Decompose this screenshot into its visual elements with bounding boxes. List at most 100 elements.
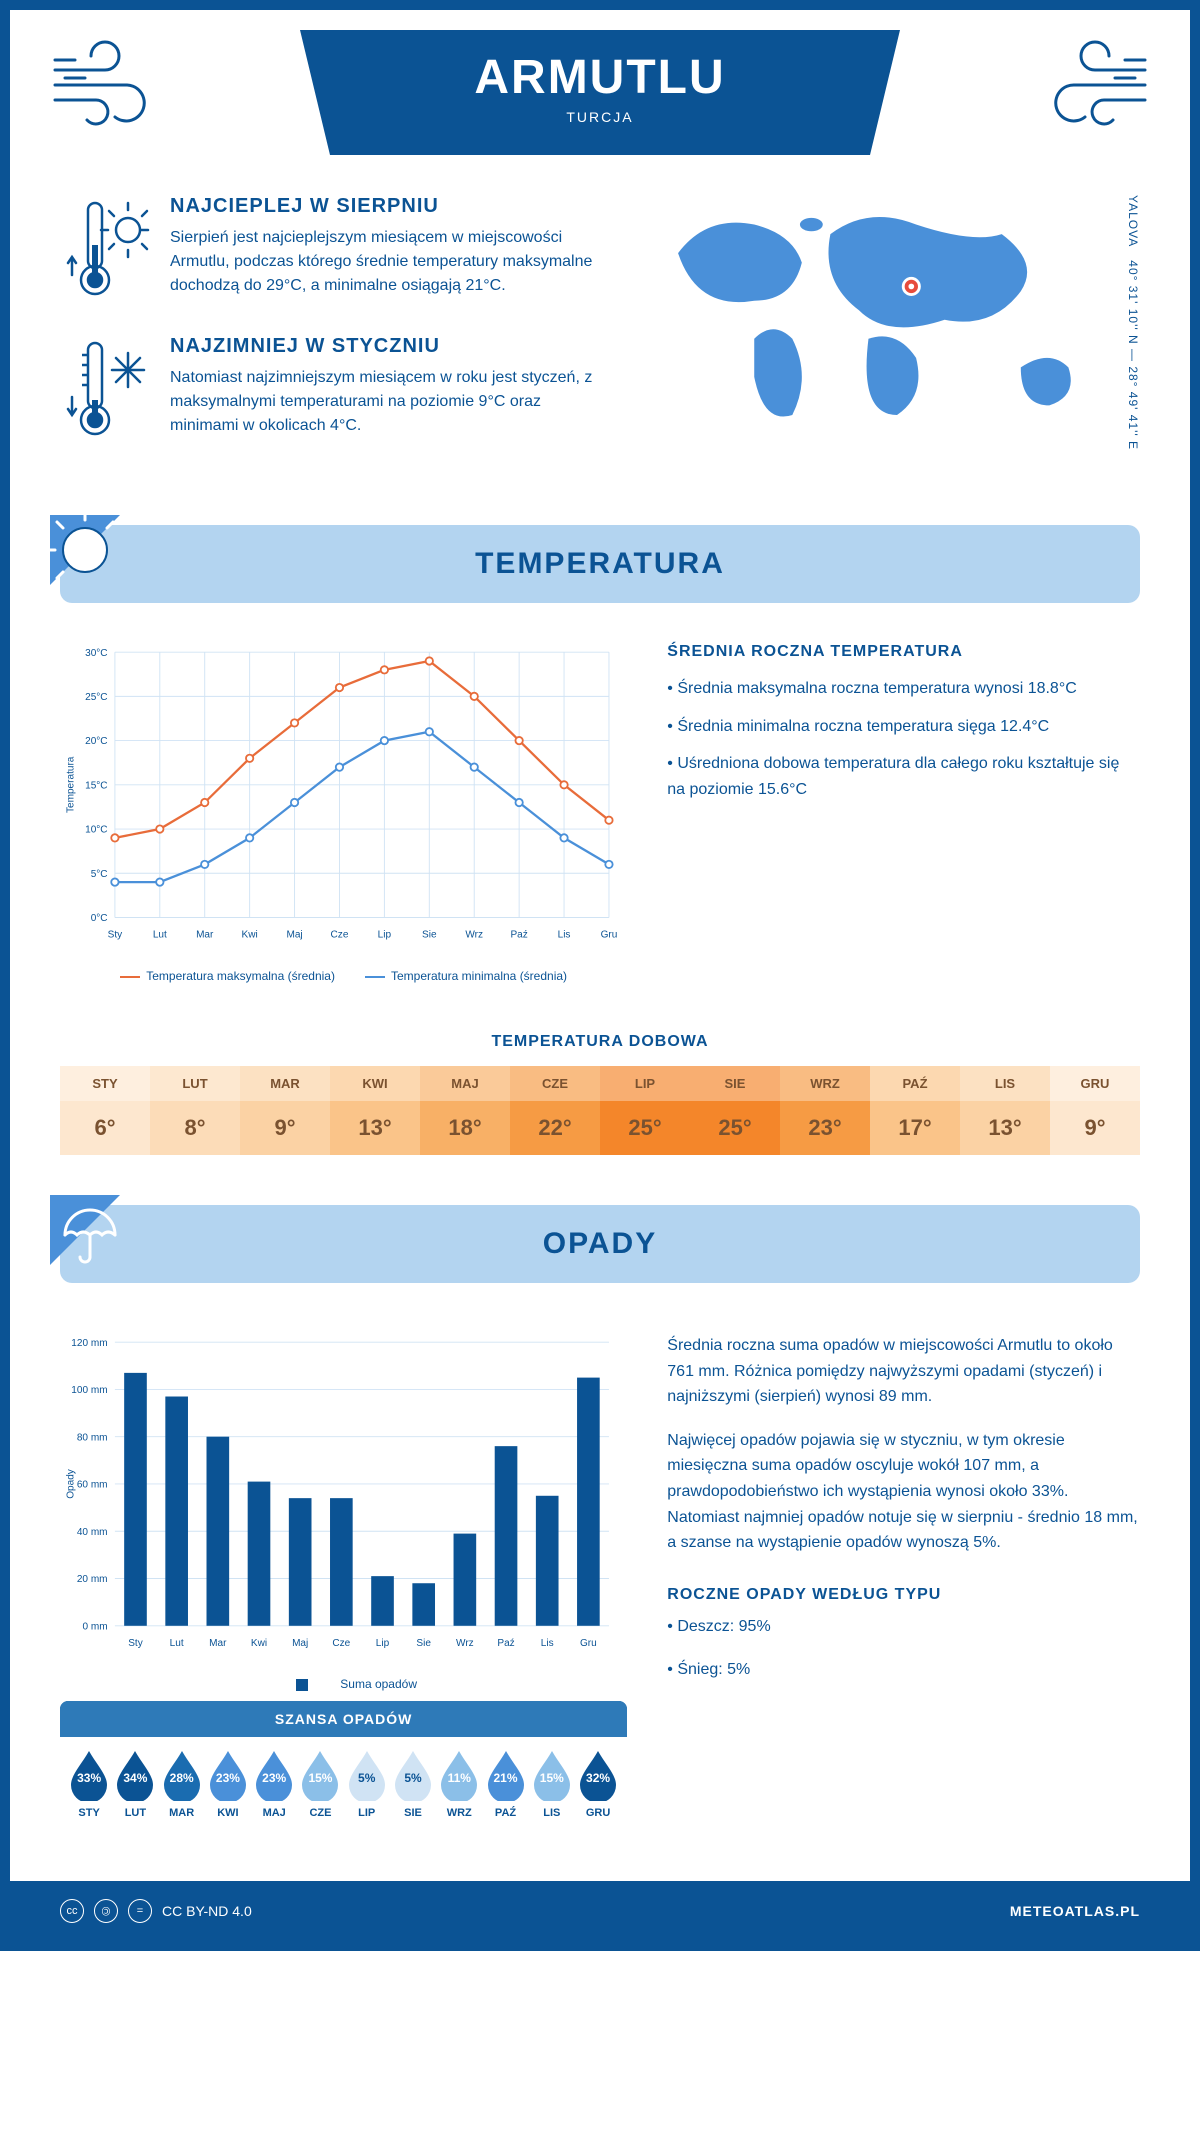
coordinates: YALOVA 40° 31' 10'' N — 28° 49' 41'' E — [1126, 195, 1140, 450]
daily-cell: LIS 13° — [960, 1066, 1050, 1155]
thermometer-hot-icon — [60, 195, 150, 305]
svg-text:Wrz: Wrz — [456, 1638, 474, 1649]
cc-icon: cc — [60, 1899, 84, 1923]
precip-by-type-2: • Śnieg: 5% — [667, 1657, 1140, 1683]
temperature-section-header: TEMPERATURA — [60, 525, 1140, 603]
chance-cell: 33% STY — [68, 1749, 110, 1819]
cold-title: NAJZIMNIEJ W STYCZNIU — [170, 335, 610, 358]
map-column: YALOVA 40° 31' 10'' N — 28° 49' 41'' E — [640, 195, 1140, 450]
svg-text:Lis: Lis — [558, 930, 571, 941]
precip-bar-chart: 0 mm20 mm40 mm60 mm80 mm100 mm120 mmOpad… — [60, 1333, 627, 1841]
temp-bullet-2: • Średnia minimalna roczna temperatura s… — [667, 714, 1140, 740]
daily-cell: PAŹ 17° — [870, 1066, 960, 1155]
chance-cell: 11% WRZ — [438, 1749, 480, 1819]
sun-icon — [50, 515, 150, 615]
footer-license: cc 🄯 = CC BY-ND 4.0 — [60, 1899, 252, 1923]
country-subtitle: TURCJA — [380, 109, 820, 125]
precip-text-1: Średnia roczna suma opadów w miejscowośc… — [667, 1333, 1140, 1410]
chance-cell: 28% MAR — [161, 1749, 203, 1819]
daily-cell: MAR 9° — [240, 1066, 330, 1155]
svg-text:Cze: Cze — [332, 1638, 350, 1649]
svg-text:Lip: Lip — [378, 930, 392, 941]
svg-text:Kwi: Kwi — [242, 930, 258, 941]
daily-cell: LIP 25° — [600, 1066, 690, 1155]
chance-cell: 5% SIE — [392, 1749, 434, 1819]
chance-box: SZANSA OPADÓW 33% STY 34% LUT 28% MAR 23… — [60, 1701, 627, 1831]
svg-text:0°C: 0°C — [91, 913, 108, 924]
hot-title: NAJCIEPLEJ W SIERPNIU — [170, 195, 610, 218]
precip-section-header: OPADY — [60, 1205, 1140, 1283]
svg-text:80 mm: 80 mm — [77, 1432, 108, 1443]
svg-text:0 mm: 0 mm — [82, 1622, 107, 1633]
precip-text-2: Najwięcej opadów pojawia się w styczniu,… — [667, 1428, 1140, 1556]
daily-cell: STY 6° — [60, 1066, 150, 1155]
world-map — [640, 196, 1116, 444]
precip-by-type-1: • Deszcz: 95% — [667, 1614, 1140, 1640]
svg-text:Lut: Lut — [170, 1638, 184, 1649]
svg-text:Cze: Cze — [331, 930, 349, 941]
chance-title: SZANSA OPADÓW — [60, 1701, 627, 1737]
intro-text-column: NAJCIEPLEJ W SIERPNIU Sierpień jest najc… — [60, 195, 610, 475]
chance-cell: 15% CZE — [299, 1749, 341, 1819]
cold-block: NAJZIMNIEJ W STYCZNIU Natomiast najzimni… — [60, 335, 610, 445]
svg-text:20 mm: 20 mm — [77, 1574, 108, 1585]
chance-cell: 5% LIP — [346, 1749, 388, 1819]
daily-temp-row: STY 6° LUT 8° MAR 9° KWI 13° MAJ 18° CZE… — [60, 1066, 1140, 1155]
precip-info: Średnia roczna suma opadów w miejscowośc… — [667, 1333, 1140, 1841]
svg-text:Mar: Mar — [196, 930, 214, 941]
svg-text:Kwi: Kwi — [251, 1638, 267, 1649]
hot-block: NAJCIEPLEJ W SIERPNIU Sierpień jest najc… — [60, 195, 610, 305]
svg-text:Gru: Gru — [601, 930, 618, 941]
daily-cell: CZE 22° — [510, 1066, 600, 1155]
city-title: ARMUTLU — [380, 50, 820, 105]
svg-text:Sie: Sie — [422, 930, 437, 941]
svg-text:30°C: 30°C — [85, 648, 107, 659]
chance-cell: 23% KWI — [207, 1749, 249, 1819]
header: ARMUTLU TURCJA — [10, 10, 1190, 155]
umbrella-icon — [50, 1195, 150, 1295]
daily-cell: MAJ 18° — [420, 1066, 510, 1155]
daily-cell: SIE 25° — [690, 1066, 780, 1155]
daily-cell: GRU 9° — [1050, 1066, 1140, 1155]
svg-text:Opady: Opady — [66, 1469, 77, 1499]
svg-text:Wrz: Wrz — [465, 930, 483, 941]
temperature-body: 0°C5°C10°C15°C20°C25°C30°CStyLutMarKwiMa… — [10, 623, 1190, 1003]
svg-text:100 mm: 100 mm — [71, 1385, 107, 1396]
daily-cell: LUT 8° — [150, 1066, 240, 1155]
cold-text: Natomiast najzimniejszym miesiącem w rok… — [170, 366, 610, 438]
svg-text:10°C: 10°C — [85, 825, 107, 836]
temp-info-title: ŚREDNIA ROCZNA TEMPERATURA — [667, 643, 1140, 661]
nd-icon: = — [128, 1899, 152, 1923]
daily-cell: WRZ 23° — [780, 1066, 870, 1155]
chance-cell: 21% PAŹ — [484, 1749, 526, 1819]
svg-text:Lip: Lip — [376, 1638, 390, 1649]
svg-text:60 mm: 60 mm — [77, 1480, 108, 1491]
chance-cell: 15% LIS — [531, 1749, 573, 1819]
svg-text:Sie: Sie — [416, 1638, 431, 1649]
thermometer-cold-icon — [60, 335, 150, 445]
temp-bullet-1: • Średnia maksymalna roczna temperatura … — [667, 676, 1140, 702]
precip-body: 0 mm20 mm40 mm60 mm80 mm100 mm120 mmOpad… — [10, 1303, 1190, 1861]
footer: cc 🄯 = CC BY-ND 4.0 METEOATLAS.PL — [10, 1881, 1190, 1941]
svg-text:Sty: Sty — [128, 1638, 143, 1649]
svg-text:Mar: Mar — [209, 1638, 227, 1649]
wind-icon-left — [50, 30, 190, 130]
chance-cell: 34% LUT — [114, 1749, 156, 1819]
daily-temp-title: TEMPERATURA DOBOWA — [10, 1033, 1190, 1051]
intro-section: NAJCIEPLEJ W SIERPNIU Sierpień jest najc… — [10, 155, 1190, 505]
temperature-line-chart: 0°C5°C10°C15°C20°C25°C30°CStyLutMarKwiMa… — [60, 643, 627, 983]
temperature-info: ŚREDNIA ROCZNA TEMPERATURA • Średnia mak… — [667, 643, 1140, 814]
temp-chart-legend: Temperatura maksymalna (średnia) Tempera… — [60, 969, 627, 983]
title-banner: ARMUTLU TURCJA — [300, 30, 900, 155]
footer-site: METEOATLAS.PL — [1010, 1903, 1140, 1919]
by-icon: 🄯 — [94, 1899, 118, 1923]
svg-text:Lis: Lis — [541, 1638, 554, 1649]
svg-text:Lut: Lut — [153, 930, 167, 941]
svg-text:Gru: Gru — [580, 1638, 597, 1649]
svg-text:Paź: Paź — [510, 930, 527, 941]
precip-by-type-title: ROCZNE OPADY WEDŁUG TYPU — [667, 1586, 1140, 1604]
svg-text:40 mm: 40 mm — [77, 1527, 108, 1538]
svg-text:20°C: 20°C — [85, 736, 107, 747]
chance-cell: 32% GRU — [577, 1749, 619, 1819]
hot-text: Sierpień jest najcieplejszym miesiącem w… — [170, 226, 610, 298]
